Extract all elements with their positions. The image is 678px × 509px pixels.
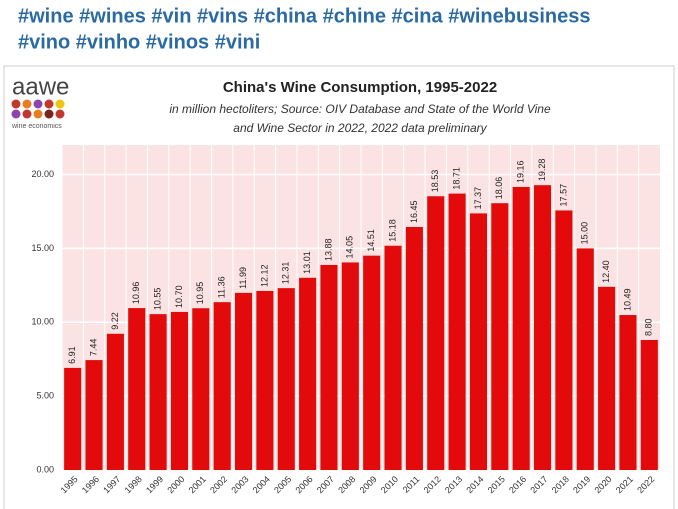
value-label: 14.51	[366, 229, 376, 252]
bar	[384, 245, 402, 470]
bar	[170, 311, 189, 470]
value-label: 15.00	[580, 222, 590, 245]
value-label: 9.22	[110, 312, 120, 330]
chart-title: China's Wine Consumption, 1995-2022	[223, 79, 497, 96]
bar	[640, 340, 658, 470]
value-label: 12.12	[259, 264, 269, 287]
value-label: 18.71	[451, 167, 461, 190]
value-label: 10.96	[131, 282, 141, 305]
chart-subtitle: in million hectoliters; Source: OIV Data…	[169, 102, 551, 116]
logo-tagline: wine economics	[11, 123, 62, 130]
bar	[85, 360, 103, 470]
logo-dots	[11, 99, 65, 119]
bar	[512, 186, 530, 471]
value-label: 19.16	[516, 160, 526, 183]
bar	[469, 213, 488, 471]
value-label: 12.31	[281, 262, 291, 285]
value-label: 6.91	[67, 346, 77, 364]
bar	[106, 333, 124, 470]
value-label: 19.28	[537, 159, 547, 182]
value-label: 12.40	[601, 260, 611, 283]
value-label: 13.88	[323, 238, 333, 261]
y-tick-label: 15.00	[31, 243, 54, 253]
bar	[555, 210, 573, 470]
value-label: 16.45	[409, 200, 419, 223]
bar	[320, 264, 338, 470]
bar	[598, 286, 616, 470]
value-label: 15.18	[387, 219, 397, 242]
bar	[299, 277, 317, 470]
value-label: 10.49	[622, 289, 632, 312]
value-label: 7.44	[88, 339, 98, 357]
logo-name: aawe	[12, 73, 69, 100]
bar	[234, 292, 253, 470]
bar	[405, 226, 423, 470]
chart-subtitle: and Wine Sector in 2022, 2022 data preli…	[233, 121, 487, 135]
bar	[213, 302, 231, 470]
y-tick-label: 0.00	[36, 464, 54, 474]
y-tick-label: 10.00	[31, 317, 54, 327]
y-tick-label: 20.00	[31, 169, 54, 179]
y-tick-label: 5.00	[36, 391, 54, 401]
value-label: 11.36	[217, 276, 227, 298]
bar	[128, 308, 146, 470]
value-label: 11.99	[238, 267, 248, 289]
bar	[192, 308, 210, 470]
bar	[491, 203, 509, 471]
value-label: 8.80	[644, 318, 654, 336]
hashtags: #vino #vinho #vinos #vini	[18, 31, 260, 53]
value-label: 10.95	[195, 282, 205, 305]
bar	[533, 185, 552, 470]
hashtags: #wine #wines #vin #vins #china #chine #c…	[18, 5, 590, 27]
bar	[64, 367, 82, 470]
bar	[619, 315, 637, 470]
bar	[576, 248, 594, 470]
bar	[256, 290, 274, 470]
bar	[363, 255, 381, 470]
bar	[277, 288, 295, 470]
value-label: 18.06	[494, 177, 504, 200]
bar	[341, 262, 359, 470]
bar	[427, 196, 445, 471]
value-label: 17.57	[558, 184, 568, 207]
value-label: 10.55	[152, 288, 162, 311]
value-label: 13.01	[302, 251, 312, 274]
value-label: 10.70	[174, 285, 184, 308]
value-label: 17.37	[473, 187, 483, 210]
bar	[448, 193, 466, 470]
value-label: 14.05	[345, 236, 355, 259]
value-label: 18.53	[430, 170, 440, 193]
bar	[149, 314, 167, 470]
